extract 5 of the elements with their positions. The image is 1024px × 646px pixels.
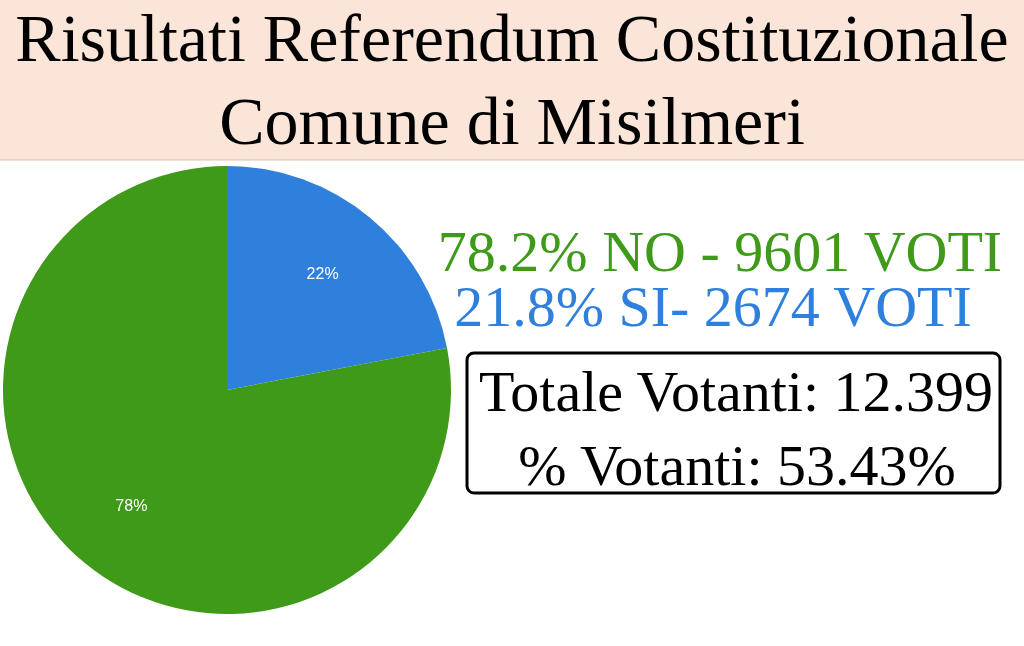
chart-title: Risultati Referendum Costituzionale Comune di Misilmeri [15,0,1009,159]
text: % Votanti: 53.43% [518,433,956,498]
data-label: 22% [306,265,339,283]
text: Totale Votanti: 12.399 [478,359,994,424]
data-label: 78% [115,496,148,514]
